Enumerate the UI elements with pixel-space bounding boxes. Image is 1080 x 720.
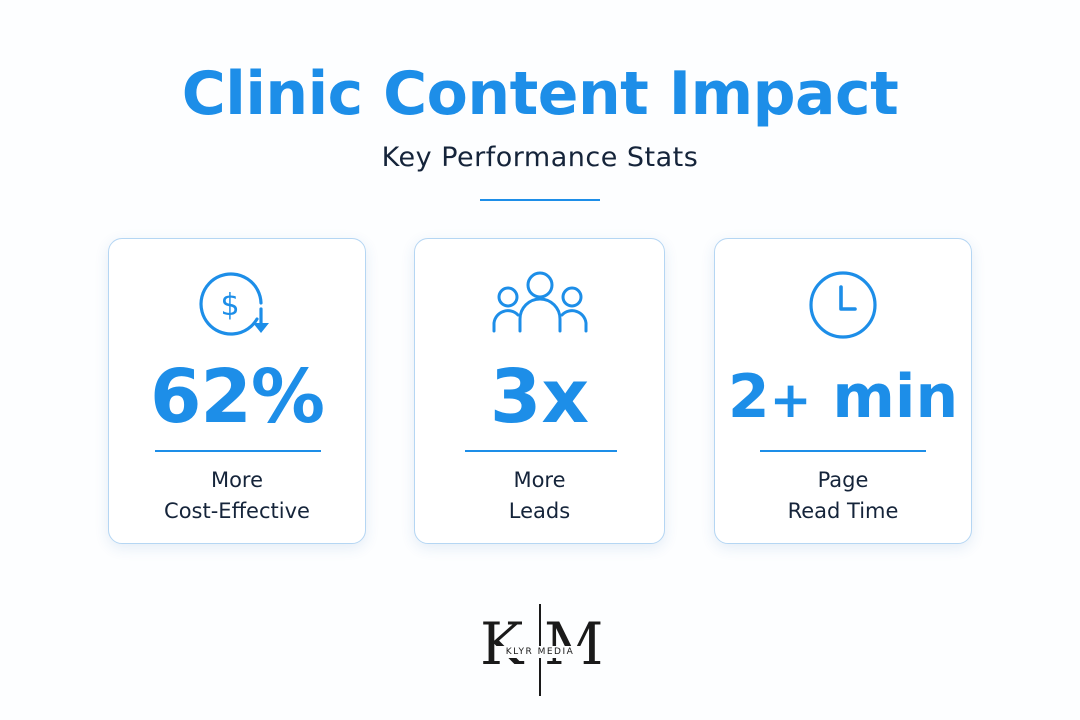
stat-value-plus: + <box>769 371 812 429</box>
stat-label-line1: More <box>513 468 566 492</box>
dollar-decrease-icon: $ <box>109 269 365 341</box>
stat-label-line2: Read Time <box>787 499 899 523</box>
stat-card-cost-effective: $ 62% More Cost-Effective <box>108 238 366 544</box>
page-title: Clinic Content Impact <box>181 59 899 129</box>
logo-letter-m: M <box>544 610 604 678</box>
stat-label-read-time: Page Read Time <box>715 465 971 527</box>
klyr-media-logo: K M KLYR MEDIA <box>478 604 604 696</box>
stat-label-line2: Cost-Effective <box>164 499 310 523</box>
svg-text:$: $ <box>220 288 239 323</box>
stat-divider <box>155 450 321 452</box>
page-subtitle: Key Performance Stats <box>381 142 699 173</box>
stat-divider <box>465 450 617 452</box>
stat-value-read-time: 2+ min <box>715 357 971 440</box>
stat-label-line2: Leads <box>508 499 571 523</box>
stat-divider <box>760 450 926 452</box>
logo-letter-k: K <box>480 610 524 678</box>
stat-card-leads: 3x More Leads <box>414 238 665 544</box>
stat-value-cost-effective: 62% <box>149 354 325 440</box>
title-divider <box>480 199 600 201</box>
stat-value-unit: min <box>832 362 959 432</box>
stat-label-leads: More Leads <box>415 465 664 527</box>
stat-label-cost-effective: More Cost-Effective <box>109 465 365 527</box>
stat-card-read-time: 2+ min Page Read Time <box>714 238 972 544</box>
clock-icon <box>715 269 971 341</box>
people-group-icon <box>415 269 664 341</box>
stat-label-line1: More <box>210 468 264 492</box>
stat-value-leads: 3x <box>489 354 590 440</box>
stat-label-line1: Page <box>817 468 869 492</box>
logo-brand-text: KLYR MEDIA <box>496 646 584 658</box>
stat-value-number: 2 <box>727 362 770 432</box>
